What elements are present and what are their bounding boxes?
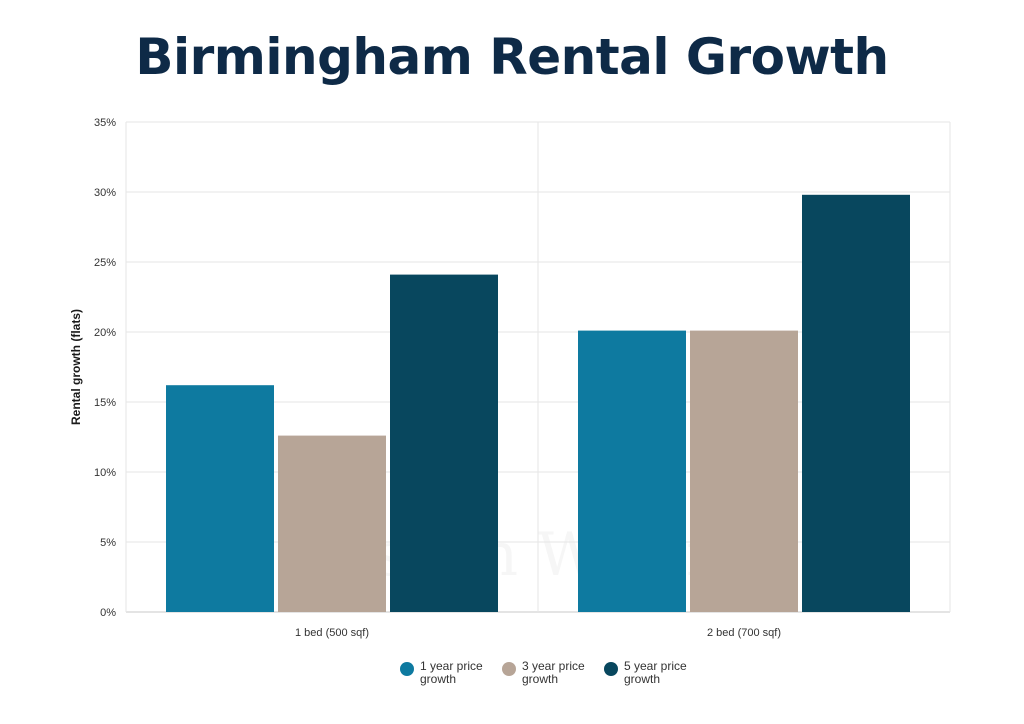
chart-title: Birmingham Rental Growth	[135, 28, 889, 86]
y-tick-label: 25%	[94, 257, 116, 269]
bar[interactable]	[690, 330, 798, 612]
y-tick-labels: 0% 5% 10% 15% 20% 25% 30% 35%	[94, 117, 116, 619]
legend: 1 year price growth 3 year price growth …	[400, 660, 690, 686]
y-tick-label: 10%	[94, 467, 116, 479]
legend-label: 5 year price growth	[624, 659, 687, 686]
y-tick-label: 0%	[100, 607, 116, 619]
y-tick-label: 15%	[94, 397, 116, 409]
y-tick-label: 20%	[94, 327, 116, 339]
bar[interactable]	[278, 435, 386, 612]
y-axis-label: Rental growth (flats)	[69, 309, 83, 425]
legend-item-1-year[interactable]: 1 year price growth	[400, 660, 486, 686]
x-tick-label: 2 bed (700 sqf)	[707, 627, 781, 639]
bar[interactable]	[578, 330, 686, 612]
legend-label: 1 year price growth	[420, 659, 483, 686]
bar[interactable]	[166, 385, 274, 612]
legend-item-3-year[interactable]: 3 year price growth	[502, 660, 588, 686]
legend-swatch	[502, 662, 516, 676]
x-tick-labels: 1 bed (500 sqf) 2 bed (700 sqf)	[295, 627, 781, 639]
bar[interactable]	[802, 194, 910, 613]
y-tick-label: 35%	[94, 117, 116, 129]
y-tick-label: 5%	[100, 537, 116, 549]
legend-swatch	[604, 662, 618, 676]
legend-swatch	[400, 662, 414, 676]
legend-label: 3 year price growth	[522, 659, 585, 686]
bars	[166, 194, 910, 613]
legend-item-5-year[interactable]: 5 year price growth	[604, 660, 690, 686]
bar[interactable]	[390, 274, 498, 612]
x-tick-label: 1 bed (500 sqf)	[295, 627, 369, 639]
y-tick-label: 30%	[94, 187, 116, 199]
